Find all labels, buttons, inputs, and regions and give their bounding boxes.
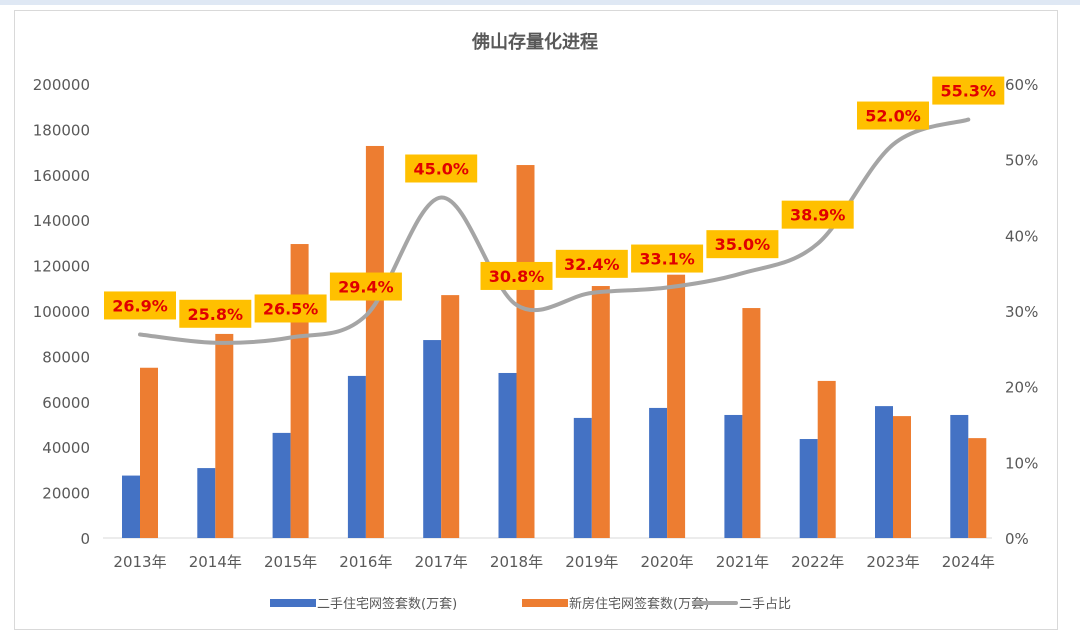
data-label: 55.3% (941, 82, 997, 101)
y-right-tick-label: 50% (1005, 152, 1038, 170)
bar-new (215, 333, 234, 538)
chart-title: 佛山存量化进程 (471, 31, 598, 53)
x-tick-label: 2023年 (866, 553, 919, 571)
bar-new (968, 438, 987, 538)
data-label: 45.0% (413, 160, 469, 179)
x-tick-label: 2022年 (791, 553, 844, 571)
x-tick-label: 2018年 (490, 553, 543, 571)
data-label-box (631, 244, 704, 273)
bar-new (365, 145, 384, 538)
y-left-tick-label: 0 (80, 530, 90, 548)
legend-swatch (522, 599, 568, 607)
x-tick-label: 2021年 (716, 553, 769, 571)
data-label: 30.8% (489, 267, 545, 286)
data-label-box (480, 261, 553, 290)
bar-resale (573, 417, 592, 538)
data-label: 35.0% (715, 235, 771, 254)
y-left-tick-label: 140000 (33, 212, 90, 230)
y-right-tick-label: 30% (1005, 303, 1038, 321)
data-label-box (179, 299, 252, 328)
data-label-box (104, 291, 176, 320)
y-right-tick-label: 20% (1005, 379, 1038, 397)
x-tick-label: 2017年 (415, 553, 468, 571)
x-tick-label: 2015年 (264, 553, 317, 571)
bar-resale (724, 414, 743, 538)
x-tick-label: 2013年 (113, 553, 166, 571)
legend-swatch (692, 601, 738, 605)
data-label-box (781, 200, 854, 229)
y-left-tick-label: 60000 (42, 394, 90, 412)
y-left-tick-label: 120000 (33, 258, 90, 276)
data-label: 52.0% (865, 107, 921, 126)
bar-new (742, 308, 761, 538)
data-label: 26.5% (263, 299, 319, 318)
data-label-box (405, 154, 478, 183)
bar-resale (498, 372, 517, 538)
bar-resale (272, 432, 291, 538)
y-right-tick-label: 60% (1005, 76, 1038, 94)
legend-swatch (270, 599, 316, 607)
data-label: 38.9% (790, 206, 846, 225)
data-label-box (857, 101, 929, 130)
bar-new (516, 165, 535, 538)
bar-new (290, 244, 309, 538)
y-right-tick-label: 40% (1005, 227, 1038, 245)
bar-resale (875, 406, 893, 538)
y-left-tick-label: 160000 (33, 167, 90, 185)
data-label: 29.4% (338, 278, 394, 297)
bar-new (893, 416, 911, 538)
data-label-box (555, 249, 628, 278)
bar-resale (799, 439, 818, 538)
bar-resale (649, 407, 668, 538)
y-left-tick-label: 200000 (33, 76, 90, 94)
y-left-tick-label: 80000 (42, 348, 90, 366)
y-left-tick-label: 40000 (42, 439, 90, 457)
bar-new (140, 367, 158, 538)
y-right-tick-label: 0% (1005, 530, 1029, 548)
data-label-box (329, 272, 402, 301)
x-tick-label: 2016年 (339, 553, 392, 571)
bar-new (441, 295, 460, 538)
y-left-tick-label: 20000 (42, 485, 90, 503)
y-left-tick-label: 100000 (33, 303, 90, 321)
legend-label: 新房住宅网签套数(万套) (569, 596, 709, 612)
x-tick-label: 2024年 (942, 553, 995, 571)
data-label: 32.4% (564, 255, 620, 274)
y-right-tick-label: 10% (1005, 454, 1038, 472)
bar-resale (197, 468, 216, 538)
bar-resale (347, 375, 366, 538)
bar-resale (950, 414, 969, 538)
x-tick-label: 2020年 (641, 553, 694, 571)
data-label-box (706, 230, 779, 259)
data-label-box (254, 294, 327, 323)
data-label: 33.1% (639, 250, 695, 269)
x-tick-label: 2014年 (189, 553, 242, 571)
legend-label: 二手住宅网签套数(万套) (317, 596, 457, 612)
bar-new (591, 286, 610, 538)
data-label: 25.8% (188, 305, 244, 324)
bar-resale (423, 340, 442, 538)
y-left-tick-label: 180000 (33, 121, 90, 139)
data-label: 26.9% (112, 296, 168, 315)
bar-resale (122, 475, 140, 538)
legend-label: 二手占比 (739, 597, 791, 612)
bar-new (817, 380, 836, 538)
top-strip (0, 0, 1080, 5)
x-tick-label: 2019年 (565, 553, 618, 571)
bar-new (667, 274, 686, 538)
data-label-box (932, 76, 1005, 105)
